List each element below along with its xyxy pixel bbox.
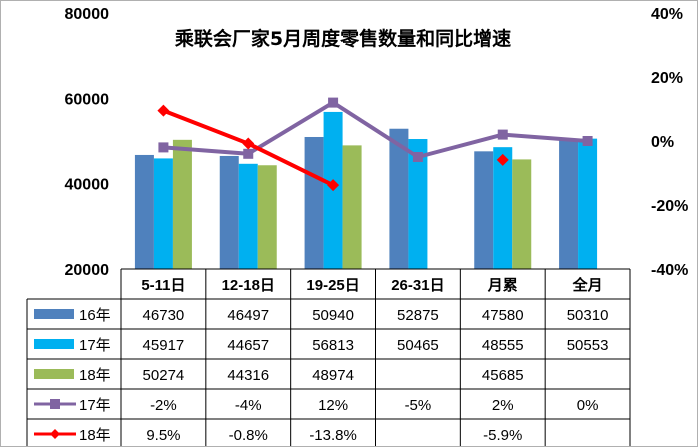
table-cell: -5% <box>405 397 432 414</box>
y-right-tick-label: 40% <box>651 6 683 23</box>
table-cell: 56813 <box>312 337 354 354</box>
table-cell: 50940 <box>312 307 354 324</box>
table-cell: 45685 <box>482 367 524 384</box>
y-left-tick-label: 20000 <box>65 262 110 279</box>
data-table: 5-11日 12-18日 19-25日 26-31日 月累 全月 16年 46730 46497… <box>26 268 631 446</box>
line-series-square <box>163 100 588 159</box>
table-cell: 52875 <box>397 307 439 324</box>
table-cell: -4% <box>235 397 262 414</box>
legend-marker-diamond <box>50 429 60 439</box>
bar-18年-5-11日 <box>172 139 192 269</box>
legend-label: 17年 <box>79 337 111 354</box>
legend-swatch-bar <box>34 339 74 349</box>
bar-16年-5-11日 <box>134 154 154 269</box>
bar-18年-12-18日 <box>257 165 277 269</box>
table-cell: 47580 <box>482 307 524 324</box>
legend-swatch-bar <box>34 369 74 379</box>
y-right-tick-label: -20% <box>651 198 688 215</box>
y-right-tick-label: -40% <box>651 262 688 279</box>
bar-16年-月累 <box>474 151 494 269</box>
point-square-12-18日 <box>243 148 254 159</box>
table-cell: -2% <box>150 397 177 414</box>
y-left-tick-label: 40000 <box>65 177 110 194</box>
y-left-tick-label: 60000 <box>65 91 110 108</box>
table-cell: -0.8% <box>229 427 268 444</box>
table-cell: 48555 <box>482 337 524 354</box>
bar-16年-19-25日 <box>304 136 324 269</box>
table-header-cell: 19-25日 <box>306 277 359 294</box>
table-cell: 9.5% <box>146 427 180 444</box>
bar-17年-26-31日 <box>408 139 428 269</box>
table-cell: 44657 <box>227 337 269 354</box>
point-square-26-31日 <box>412 152 423 162</box>
bar-16年-全月 <box>559 139 579 269</box>
plot-area: 20000 40000 60000 80000 -40% -20% 0% 20% 40% <box>65 6 689 279</box>
table-cell: 2% <box>492 397 514 414</box>
table-cell: 50465 <box>397 337 439 354</box>
table-cell: 50553 <box>567 337 609 354</box>
legend-label: 16年 <box>79 307 111 324</box>
legend-label: 18年 <box>79 427 111 444</box>
table-cell: 44316 <box>227 367 269 384</box>
bar-17年-月累 <box>493 147 513 269</box>
bar-17年-全月 <box>578 138 598 269</box>
table-cell: -5.9% <box>483 427 522 444</box>
bar-16年-12-18日 <box>219 155 239 269</box>
point-diamond-5-11日 <box>157 104 170 117</box>
bar-17年-5-11日 <box>153 158 173 269</box>
point-square-5-11日 <box>158 142 169 153</box>
legend-marker-square <box>50 399 60 409</box>
table-header-cell: 26-31日 <box>391 277 444 294</box>
table-cell: 46497 <box>227 307 269 324</box>
table-cell: -13.8% <box>309 427 357 444</box>
legend-swatch-bar <box>34 309 74 319</box>
point-square-19-25日 <box>328 97 339 108</box>
table-cell: 45917 <box>143 337 185 354</box>
y-left-tick-label: 80000 <box>65 6 110 23</box>
point-diamond-12-18日 <box>242 137 255 150</box>
y-right-tick-label: 0% <box>651 134 674 151</box>
bar-18年-月累 <box>512 159 532 269</box>
point-diamond-19-25日 <box>327 179 340 192</box>
bar-18年-19-25日 <box>342 145 362 269</box>
bar-17年-12-18日 <box>238 163 258 269</box>
legend-label: 18年 <box>79 367 111 384</box>
chart-title: 乘联会厂家5月周度零售数量和同比增速 <box>174 27 511 50</box>
point-square-全月 <box>582 136 593 146</box>
table-cell: 50274 <box>143 367 185 384</box>
table-header-cell: 5-11日 <box>141 277 185 294</box>
legend-label: 17年 <box>79 397 111 414</box>
y-right-tick-label: 20% <box>651 70 683 87</box>
table-cell: 50310 <box>567 307 609 324</box>
table-header-cell: 12-18日 <box>222 277 275 294</box>
table-cell: 12% <box>318 397 348 414</box>
table-cell: 46730 <box>143 307 185 324</box>
table-header-cell: 全月 <box>572 276 603 294</box>
bar-16年-26-31日 <box>389 128 409 269</box>
table-cell: 0% <box>577 397 599 414</box>
point-diamond-月累 <box>496 153 509 166</box>
table-cell: 48974 <box>312 367 354 384</box>
point-square-月累 <box>497 129 508 140</box>
table-header-cell: 月累 <box>487 277 518 294</box>
